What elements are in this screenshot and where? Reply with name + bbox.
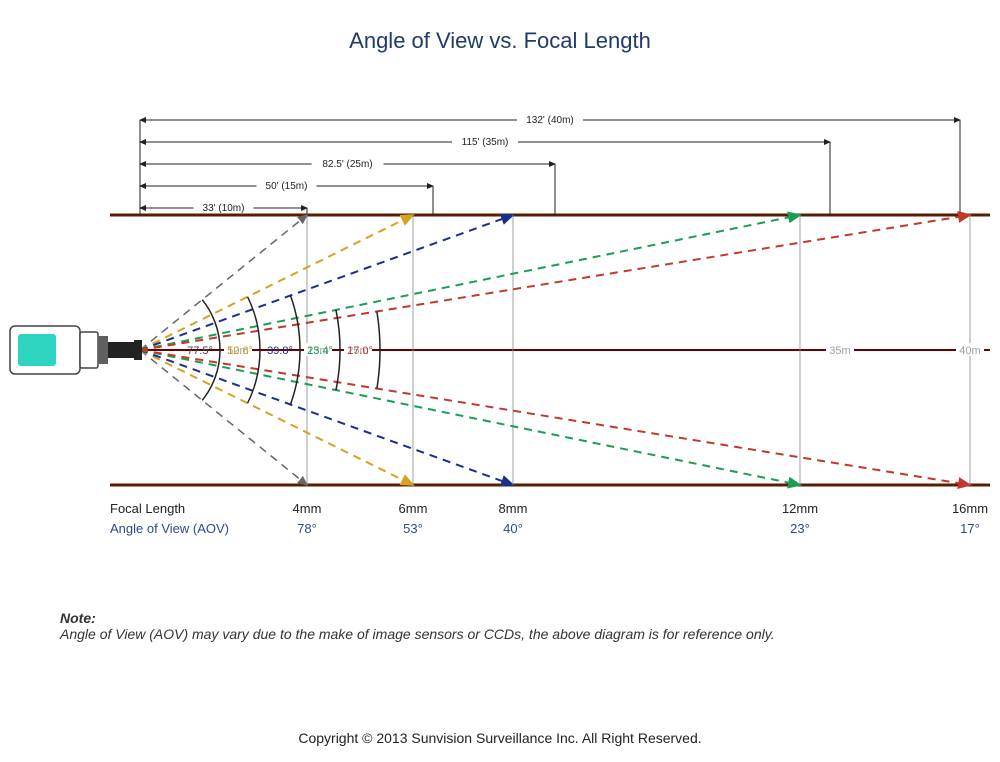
focal-length-value: 6mm <box>399 501 428 516</box>
angle-arc-label: 23.4° <box>307 345 333 357</box>
note-text: Angle of View (AOV) may vary due to the … <box>60 626 775 642</box>
aov-value: 17° <box>960 521 980 536</box>
row-header-aov: Angle of View (AOV) <box>110 521 229 536</box>
aov-value: 78° <box>297 521 317 536</box>
angle-arc-label: 52.6° <box>227 345 253 357</box>
diagram-canvas: 33' (10m) 50' (15m) 82.5' (25m) 115' (35m) 1… <box>0 0 1000 762</box>
angle-arc-label: 17.0° <box>347 345 373 357</box>
aov-value: 40° <box>503 521 523 536</box>
cone-line-bottom <box>140 350 307 485</box>
dimension-label: 132' (40m) <box>526 115 574 126</box>
distance-label: 35m <box>829 345 850 357</box>
cone-line-top <box>140 215 307 350</box>
aov-value: 53° <box>403 521 423 536</box>
note-label: Note: <box>60 610 775 626</box>
copyright: Copyright © 2013 Sunvision Surveillance … <box>0 730 1000 746</box>
dimension-label: 50' (15m) <box>266 181 308 192</box>
row-header-focal: Focal Length <box>110 501 185 516</box>
focal-length-value: 12mm <box>782 501 818 516</box>
dimension-label: 82.5' (25m) <box>322 159 372 170</box>
dimension-label: 33' (10m) <box>203 203 245 214</box>
cone-line-bottom <box>140 350 413 485</box>
note-block: Note: Angle of View (AOV) may vary due t… <box>60 610 775 642</box>
cone-line-bottom <box>140 350 513 485</box>
angle-arc-label: 77.5° <box>187 345 213 357</box>
cone-line-top <box>140 215 800 350</box>
focal-length-value: 16mm <box>952 501 988 516</box>
cone-line-bottom <box>140 350 800 485</box>
cone-line-top <box>140 215 413 350</box>
distance-label: 40m <box>959 345 980 357</box>
angle-arc-label: 39.8° <box>267 345 293 357</box>
cone-line-top <box>140 215 970 350</box>
cone-line-bottom <box>140 350 970 485</box>
cone-line-top <box>140 215 513 350</box>
aov-value: 23° <box>790 521 810 536</box>
focal-length-value: 4mm <box>293 501 322 516</box>
dimension-label: 115' (35m) <box>462 137 509 148</box>
focal-length-value: 8mm <box>499 501 528 516</box>
